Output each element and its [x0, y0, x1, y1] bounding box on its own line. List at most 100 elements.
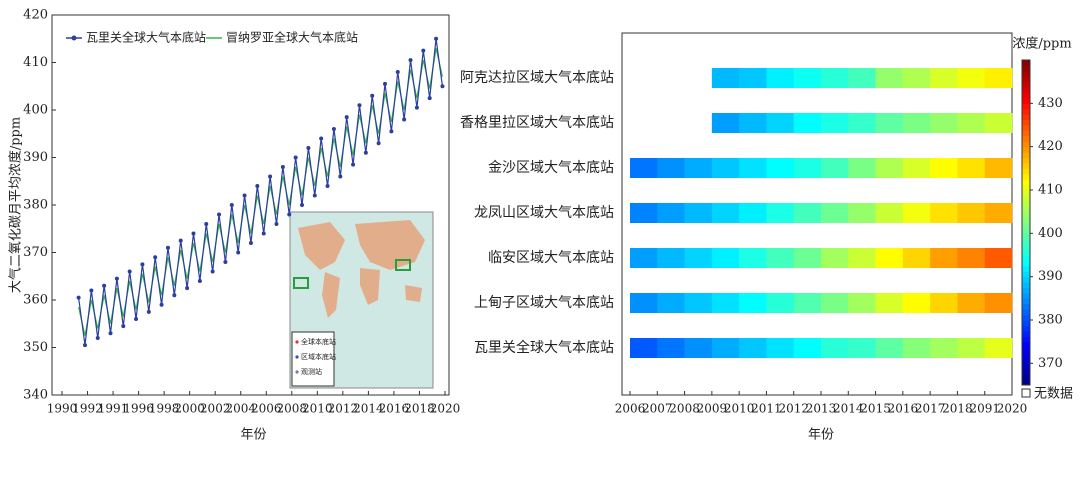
data-point — [351, 162, 356, 167]
data-point — [325, 184, 330, 188]
x-tick-label: 1990 — [47, 402, 78, 416]
heat-cell — [739, 113, 767, 133]
heat-cell — [875, 113, 904, 133]
colorbar-segment — [1022, 265, 1030, 272]
colorbar-tick-label: 390 — [1038, 269, 1063, 284]
heat-cell — [657, 338, 685, 358]
colorbar-segment — [1022, 92, 1030, 99]
data-point — [331, 127, 336, 131]
heat-cell — [875, 68, 904, 88]
heat-cell — [821, 68, 849, 88]
data-point — [312, 193, 317, 198]
data-point — [344, 115, 349, 120]
heat-cell — [984, 68, 1013, 88]
heat-cell — [984, 203, 1013, 223]
colorbar-segment — [1022, 97, 1030, 104]
data-point — [408, 58, 413, 63]
x-tick-label: 2091 — [969, 402, 1000, 416]
x-tick-label: 2002 — [200, 402, 231, 416]
heat-cell — [875, 293, 904, 313]
heat-cell — [821, 293, 849, 313]
heat-cell — [739, 203, 767, 223]
heat-cell — [902, 68, 931, 88]
inset-legend-label: 全球本底站 — [301, 337, 336, 346]
colorbar-segment — [1022, 249, 1030, 256]
data-point — [159, 302, 164, 307]
legend-label: 瓦里关全球大气本底站 — [86, 30, 206, 45]
x-tick-label: 2016 — [379, 402, 410, 416]
x-tick-label: 2020 — [997, 402, 1028, 416]
heat-cell — [984, 158, 1013, 178]
colorbar-segment — [1022, 320, 1030, 326]
heat-cell — [793, 248, 822, 268]
row-label: 瓦里关全球大气本底站 — [474, 339, 614, 356]
data-point — [95, 336, 100, 340]
colorbar-segment — [1022, 108, 1030, 115]
x-tick-label: 2018 — [404, 402, 435, 416]
x-tick-label: 1992 — [72, 402, 103, 416]
heat-cell — [684, 158, 713, 178]
colorbar-segment — [1022, 379, 1030, 386]
colorbar-tick-label: 430 — [1038, 96, 1063, 111]
y-tick-label: 350 — [23, 340, 48, 355]
y-tick-label: 360 — [23, 293, 48, 308]
heat-cell — [957, 338, 986, 358]
data-point — [121, 324, 126, 329]
data-point — [319, 136, 324, 141]
colorbar-segment — [1022, 374, 1030, 381]
heat-cell — [821, 113, 849, 133]
heat-cell — [957, 248, 986, 268]
colorbar-segment — [1022, 70, 1030, 77]
data-point — [306, 146, 311, 150]
colorbar-tick-label: 420 — [1038, 139, 1063, 154]
heat-cell — [711, 248, 740, 268]
inset-legend-marker — [295, 340, 299, 344]
data-point — [210, 269, 215, 274]
data-point — [248, 241, 253, 245]
x-tick-label: 2004 — [225, 402, 256, 416]
heat-cell — [957, 203, 986, 223]
colorbar-segment — [1022, 238, 1030, 245]
heat-cell — [793, 203, 822, 223]
heat-cell — [793, 338, 822, 358]
legend-marker — [71, 35, 77, 41]
colorbar-segment — [1022, 135, 1030, 142]
x-tick-label: 2006 — [251, 402, 282, 416]
heat-cell — [766, 338, 795, 358]
heat-cell — [930, 248, 958, 268]
heat-cell — [930, 293, 958, 313]
data-point — [261, 231, 266, 236]
colorbar-frame — [1021, 59, 1031, 386]
inset-legend-marker — [295, 355, 299, 359]
heat-cell — [930, 203, 958, 223]
data-point — [165, 245, 170, 250]
heat-cell — [739, 248, 767, 268]
data-point — [382, 81, 387, 86]
heat-cell — [930, 158, 958, 178]
data-point — [280, 165, 285, 169]
x-tick-label: 2013 — [806, 402, 837, 416]
x-tick-label: 2012 — [778, 402, 809, 416]
heat-cell — [630, 158, 658, 178]
colorbar-segment — [1022, 282, 1030, 288]
x-tick-label: 2015 — [860, 402, 891, 416]
heat-cell — [739, 338, 767, 358]
colorbar-segment — [1022, 190, 1030, 196]
heat-cell — [711, 113, 740, 133]
colorbar-segment — [1022, 195, 1030, 202]
colorbar-segment — [1022, 184, 1030, 191]
data-point — [293, 155, 298, 160]
colorbar-segment — [1022, 298, 1030, 305]
colorbar-segment — [1022, 87, 1030, 93]
heat-cell — [711, 68, 740, 88]
row-label: 阿克达拉区域大气本底站 — [460, 70, 614, 86]
row-label: 龙凤山区域大气本底站 — [474, 205, 614, 221]
heat-cell — [793, 113, 822, 133]
colorbar-segment — [1022, 271, 1030, 278]
colorbar-segment — [1022, 168, 1030, 175]
colorbar-segment — [1022, 103, 1030, 110]
colorbar-segment — [1022, 233, 1030, 240]
x-tick-label: 2010 — [724, 402, 755, 416]
heat-cell — [657, 248, 685, 268]
heat-cell — [684, 293, 713, 313]
